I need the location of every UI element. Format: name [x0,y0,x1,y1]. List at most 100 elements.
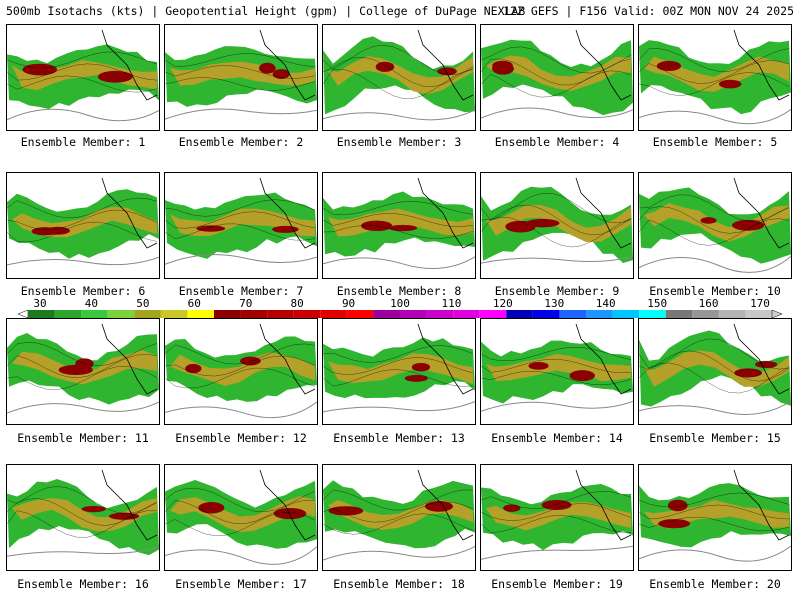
jet-core [486,354,631,382]
colorbar-swatch [267,310,294,318]
height-contour [481,515,632,533]
isotach-map [7,323,159,414]
height-contour [639,350,790,382]
isotach-map [7,469,159,557]
jet-core [12,60,157,91]
isotach-map [481,29,633,119]
ensemble-member-label: Ensemble Member: 5 [652,135,778,149]
isotach-map [481,469,633,560]
height-contour-gray [165,546,317,565]
height-contour [639,338,790,370]
ensemble-member-label: Ensemble Member: 17 [175,577,307,591]
isotach-map [639,177,791,273]
colorbar-swatch [426,310,454,318]
ensemble-member-label: Ensemble Member: 11 [17,431,149,445]
ensemble-panel [322,464,476,571]
colorbar-arrow-left [17,309,29,319]
coastline [733,323,790,395]
height-contour [639,362,790,394]
isotach-map [323,177,475,269]
height-contour-gray [323,256,475,269]
jet-max [375,61,395,72]
ensemble-panel [480,172,634,279]
ensemble-member-label: Ensemble Member: 6 [20,284,146,298]
height-contour [7,498,158,526]
height-contour-gray [323,546,475,561]
height-contour [7,366,158,390]
ensemble-panel [638,464,792,571]
isotach-map [481,323,633,412]
colorbar-swatch [214,310,241,318]
height-contour [639,194,790,222]
jet-max [58,364,93,375]
ensemble-panel [322,172,476,279]
coastline [575,469,632,541]
jet-core [486,501,631,531]
colorbar-swatch [320,310,347,318]
coastline [575,323,632,395]
ensemble-member-label: Ensemble Member: 4 [494,135,620,149]
colorbar-swatch [612,310,640,318]
height-contour [7,209,158,231]
height-contour [481,491,632,509]
header-title: 500mb Isotachs (kts) | Geopotential Heig… [6,4,526,18]
colorbar-swatch [107,310,135,318]
height-contour [481,347,632,361]
jet-max [361,220,393,232]
colorbar-tick-label: 170 [750,297,770,310]
isotach-map [165,323,317,419]
jet-max [569,370,595,382]
height-contour [165,343,316,365]
height-contour [7,197,158,219]
colorbar-swatch [240,310,268,318]
colorbar-tick-label: 80 [290,297,304,310]
height-contour-gray [481,545,633,560]
jet-max [22,63,58,76]
ensemble-panel [164,318,318,425]
height-contour [7,75,158,93]
height-contour [639,48,790,72]
coastline [575,177,632,249]
jet-core [644,350,789,387]
jet-max [492,60,513,71]
height-contour [481,503,632,521]
jet-max [656,60,682,71]
height-contour [639,492,790,508]
header-run-info: 12Z GEFS | F156 Valid: 00Z MON NOV 24 20… [503,4,794,18]
colorbar-swatch [187,310,214,318]
colorbar-tick-label: 60 [187,297,201,310]
jet-max [541,500,572,510]
colorbar-swatch [160,310,188,318]
jet-max [700,217,717,224]
jet-max [388,224,418,232]
height-contour [165,487,316,513]
colorbar-swatch [479,310,507,318]
colorbar-arrow-right [771,309,783,319]
jet-max [658,519,691,529]
ensemble-panel [164,24,318,131]
colorbar-tick-label: 140 [595,297,616,310]
jet-core [12,498,157,532]
height-contour [7,354,158,379]
jet-max [185,363,202,374]
height-contour-gray [323,401,475,413]
height-contour [323,501,474,523]
isotach-map [165,469,317,565]
colorbar-swatch [718,310,746,318]
height-contour [639,60,790,84]
ensemble-member-label: Ensemble Member: 14 [491,431,623,445]
height-contour [481,370,632,386]
ensemble-member-label: Ensemble Member: 13 [333,431,465,445]
colorbar-swatch [559,310,586,318]
ensemble-member-label: Ensemble Member: 15 [649,431,781,445]
ensemble-panel [638,24,792,131]
height-contour [323,56,474,87]
jet-stream-band [165,479,317,549]
jet-max [259,62,276,74]
colorbar-swatch [54,310,82,318]
jet-max [328,506,364,516]
coastline [417,469,474,541]
height-contour [165,223,316,241]
colorbar-swatch [506,310,533,318]
jet-max [505,220,536,233]
